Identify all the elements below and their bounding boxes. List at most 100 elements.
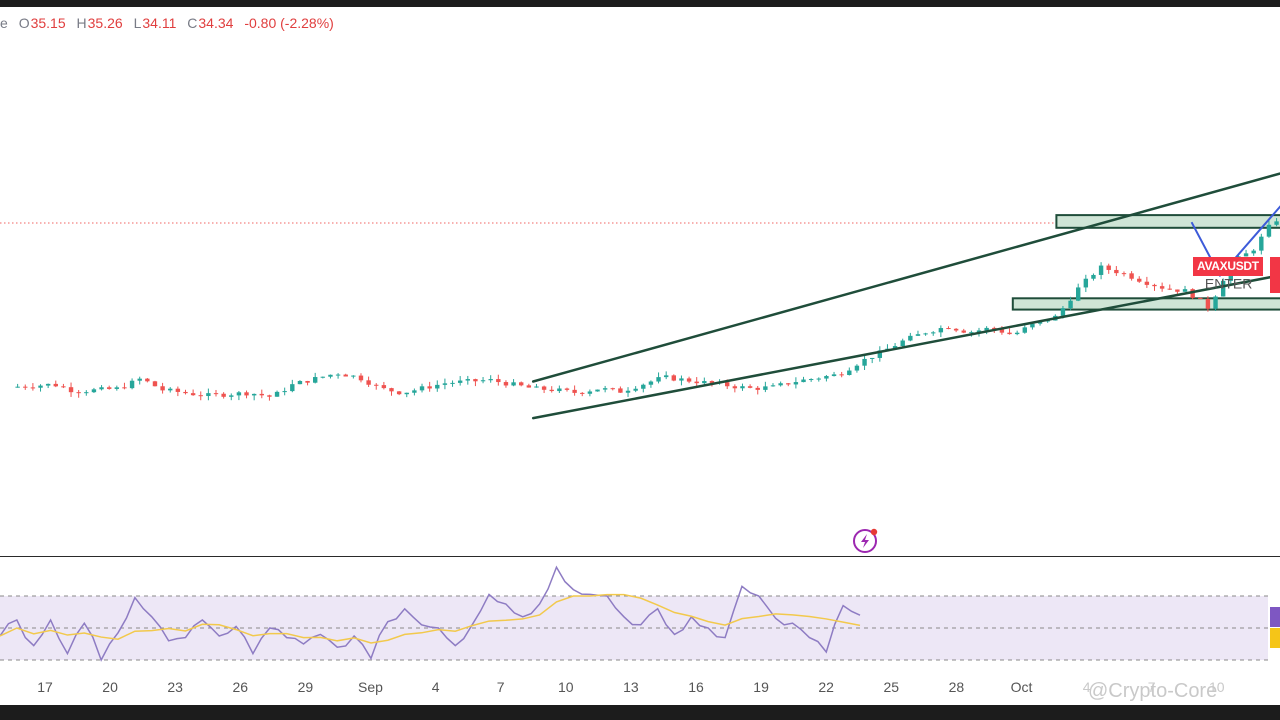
candle-body xyxy=(404,392,409,395)
candle-body xyxy=(702,381,707,384)
candle-body xyxy=(549,389,554,392)
candle-body xyxy=(1091,274,1096,279)
high-label: H xyxy=(76,15,87,31)
candle-body xyxy=(663,375,669,378)
candle-body xyxy=(900,340,905,347)
candle-body xyxy=(1076,287,1081,301)
candle-body xyxy=(747,386,753,388)
rsi-line xyxy=(0,565,861,662)
candle-body xyxy=(503,382,509,386)
open-value: 35.15 xyxy=(30,15,66,31)
candle-body xyxy=(564,388,570,390)
candle-body xyxy=(1106,265,1111,270)
candle-body xyxy=(869,357,875,359)
candle-body xyxy=(84,392,89,394)
x-tick-label: 4 xyxy=(431,679,440,695)
candle-body xyxy=(534,386,539,388)
candle-body xyxy=(763,386,768,390)
candle-body xyxy=(633,388,638,391)
pane-divider[interactable] xyxy=(0,556,1280,557)
candle-body xyxy=(290,384,295,392)
candle-body xyxy=(816,378,821,380)
x-tick-label: 7 xyxy=(496,679,505,695)
candle-body xyxy=(106,387,112,389)
high-value: 35.26 xyxy=(87,15,123,31)
candle-body xyxy=(641,384,646,389)
candle-body xyxy=(572,389,577,393)
candle-body xyxy=(206,393,211,397)
candle-body xyxy=(1098,265,1104,275)
candle-body xyxy=(679,378,684,381)
x-tick-label: 25 xyxy=(883,679,900,695)
candle-body xyxy=(160,386,165,391)
candle-body xyxy=(76,392,81,394)
candle-body xyxy=(68,387,74,393)
change-value: -0.80 (-2.28%) xyxy=(244,15,334,31)
lower-trendline xyxy=(531,274,1280,420)
candle-body xyxy=(45,383,51,386)
candle-body xyxy=(511,382,516,386)
candle-body xyxy=(320,376,326,378)
candle-body xyxy=(61,386,66,388)
x-tick-label: 28 xyxy=(948,679,965,695)
resistance-zone xyxy=(1055,214,1280,229)
candle-body xyxy=(213,393,219,395)
candle-body xyxy=(305,380,310,383)
candle-body xyxy=(251,393,257,396)
candle-body xyxy=(877,350,883,358)
candle-body xyxy=(137,378,142,381)
x-tick-label: 13 xyxy=(623,679,639,695)
candle-body xyxy=(847,370,852,376)
lightning-icon xyxy=(853,528,878,553)
upper-trendline xyxy=(531,172,1280,383)
x-tick-label: 23 xyxy=(167,679,183,695)
candle-body xyxy=(908,335,913,341)
candle-body xyxy=(961,330,966,333)
candle-body xyxy=(282,391,287,393)
candle-body xyxy=(602,388,608,390)
candle-body xyxy=(168,388,173,391)
candle-body xyxy=(1220,280,1226,297)
candle-body xyxy=(1167,288,1172,290)
close-label: C xyxy=(187,15,198,31)
rsi-value-marker xyxy=(1270,607,1280,627)
candle-body xyxy=(923,333,928,335)
candle-body xyxy=(313,377,318,383)
ohlc-legend: e O35.15 H35.26 L34.11 C34.34 -0.80 (-2.… xyxy=(0,15,335,31)
candle-body xyxy=(381,385,387,389)
price-pane: ENTER xyxy=(0,172,1280,553)
candle-body xyxy=(1251,250,1256,254)
candle-body xyxy=(480,380,486,382)
x-tick-label: 7 xyxy=(1147,679,1156,695)
candle-body xyxy=(557,388,562,392)
candle-body xyxy=(1083,278,1089,288)
candle-body xyxy=(1129,273,1134,279)
candle-body xyxy=(519,382,524,386)
candle-body xyxy=(732,386,738,389)
candle-body xyxy=(740,386,745,389)
candle-body xyxy=(1175,289,1180,292)
candle-body xyxy=(122,387,127,389)
candle-body xyxy=(709,381,715,384)
candle-body xyxy=(725,382,730,387)
candle-body xyxy=(335,374,341,376)
candle-body xyxy=(1198,297,1203,299)
candle-body xyxy=(1030,323,1035,328)
candle-body xyxy=(1205,298,1211,309)
candle-body xyxy=(1014,332,1020,335)
candle-body xyxy=(625,390,631,393)
candle-body xyxy=(610,388,615,390)
rsi-ma-value-marker xyxy=(1270,628,1280,648)
candle-body xyxy=(1137,278,1142,282)
candle-body xyxy=(694,381,699,384)
candle-body xyxy=(953,328,959,331)
candle-body xyxy=(328,374,333,377)
candle-body xyxy=(190,393,196,396)
x-tick-label: Sep xyxy=(358,679,383,695)
symbol-price-tag: AVAXUSDT xyxy=(1193,257,1263,276)
candle-body xyxy=(755,387,760,390)
x-tick-label: 16 xyxy=(688,679,704,695)
candle-body xyxy=(946,328,951,330)
candle-body xyxy=(686,378,692,382)
